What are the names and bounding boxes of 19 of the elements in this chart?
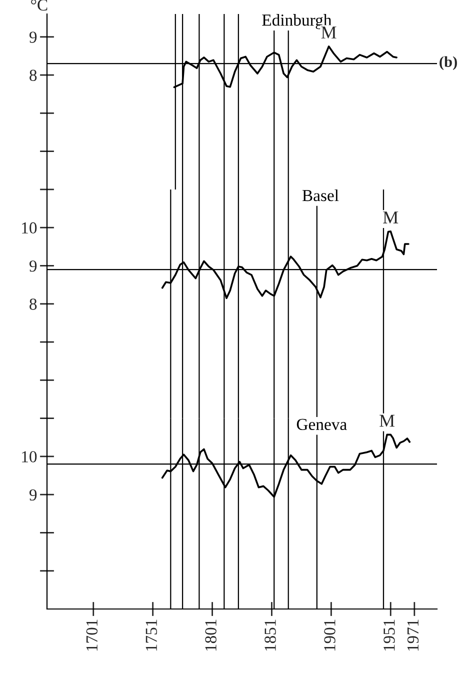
x-tick-label: 1901 [324,620,336,651]
y-tick-label: 8 [30,70,37,81]
y-tick-label: 9 [29,489,37,501]
text: Basel [302,189,339,202]
annotation: M [380,414,395,427]
series-label: Geneva [296,418,347,430]
x-tick-label: 1801 [205,620,216,651]
text: (b) [440,56,457,70]
annotation: M [383,212,398,224]
x-tick-label: 1751 [146,620,157,651]
y-tick-label: 9 [29,32,37,43]
x-tick-label: 1971 [407,620,419,651]
y-tick-label: 10 [22,222,37,234]
x-tick-label: 1951 [384,620,395,651]
y-tick-label: 8 [30,298,37,310]
x-tick-label: 1851 [264,620,276,651]
x-tick-label: 1701 [86,620,98,651]
y-tick-label: 10 [22,451,37,462]
y-tick-label: 9 [29,260,37,272]
